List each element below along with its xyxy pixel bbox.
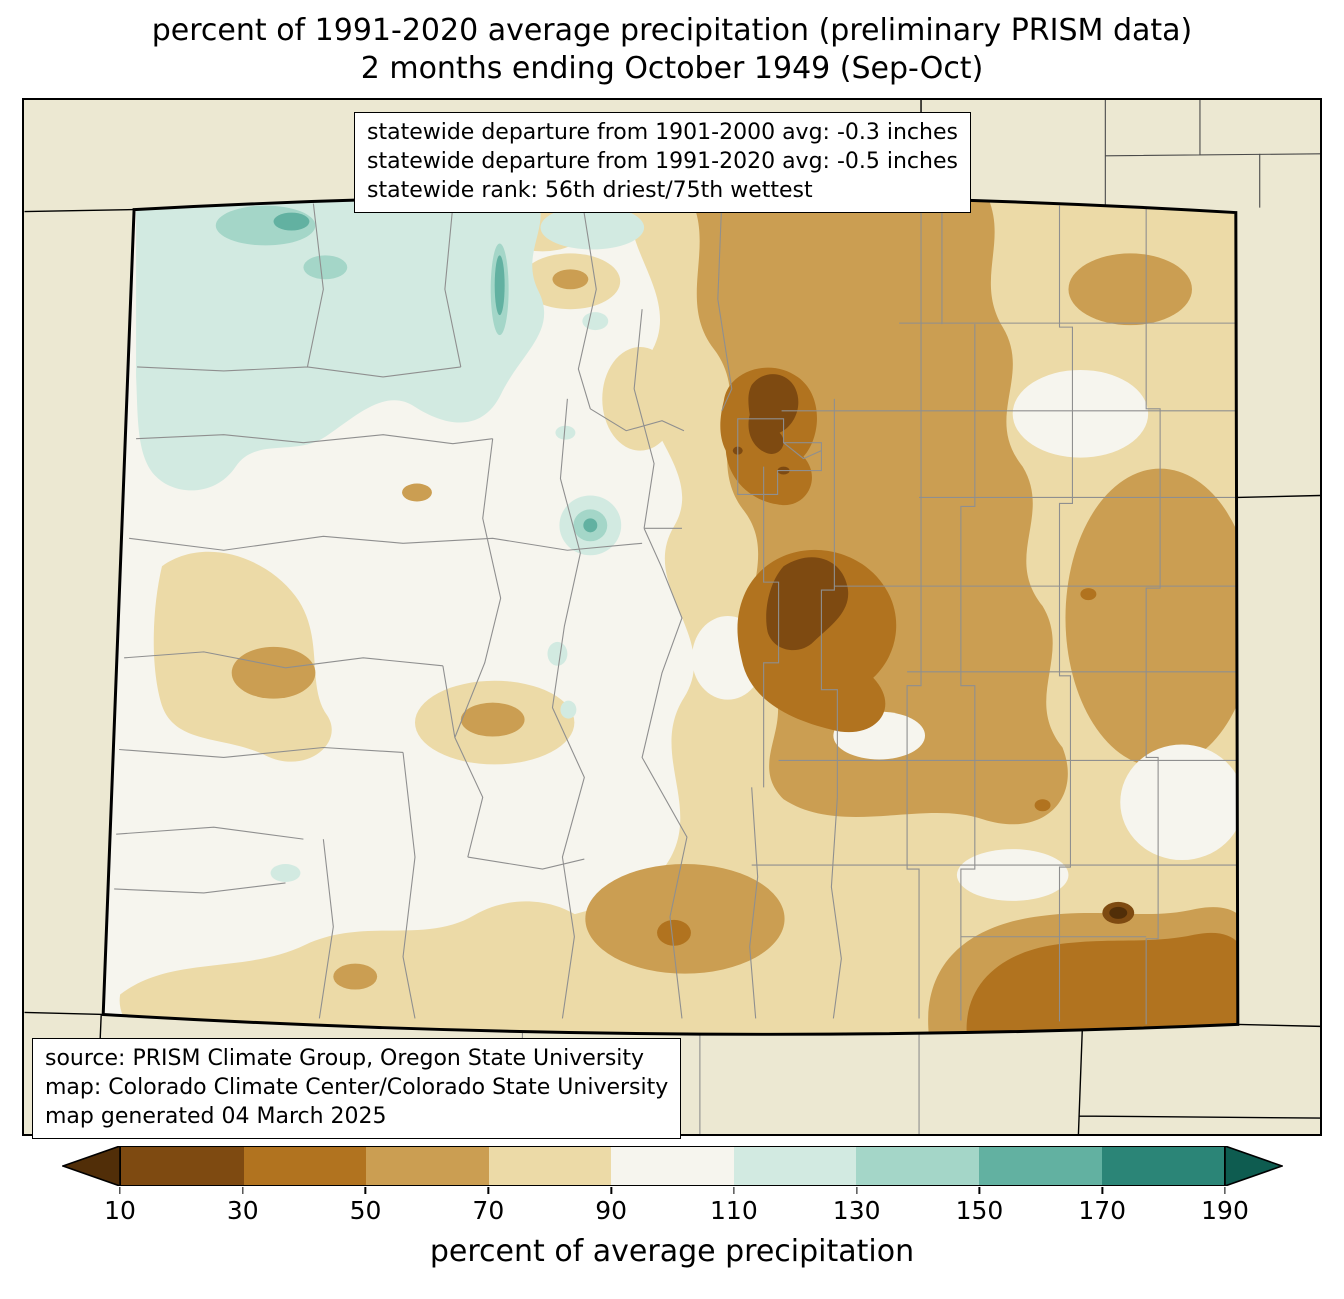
stats-line-2: statewide departure from 1991-2020 avg: … (367, 149, 958, 175)
colorbar-segment (243, 1147, 367, 1185)
colorbar-tick-label: 30 (227, 1186, 259, 1225)
county-boundaries (114, 195, 1238, 1025)
colorbar-segment (1101, 1147, 1225, 1185)
colorbar-over-arrow (1225, 1146, 1283, 1186)
source-line-1: source: PRISM Climate Group, Oregon Stat… (45, 1046, 645, 1071)
precipitation-fill-layers (103, 195, 1238, 1035)
colorbar-segment (366, 1147, 489, 1185)
statewide-stats-box: statewide departure from 1901-2000 avg: … (354, 112, 971, 214)
band-90-110-patches (691, 369, 1238, 901)
title-line-2: 2 months ending October 1949 (Sep-Oct) (360, 51, 984, 87)
colorbar-segment (733, 1147, 857, 1185)
colorbar-segment (611, 1147, 734, 1185)
colorbar-tick-label: 50 (350, 1186, 382, 1225)
colorbar-under-arrow (62, 1146, 120, 1186)
source-attribution-box: source: PRISM Climate Group, Oregon Stat… (32, 1038, 682, 1140)
colorbar-segment (978, 1147, 1102, 1185)
colorbar: 10 30 50 70 90 110 130 150 170 190 percent of ave… (0, 1146, 1344, 1296)
figure-title: percent of 1991-2020 average precipitati… (0, 12, 1344, 89)
source-line-2: map: Colorado Climate Center/Colorado St… (45, 1075, 669, 1101)
band-above-110 (136, 195, 645, 882)
stats-line-1: statewide departure from 1901-2000 avg: … (367, 120, 958, 145)
stats-line-3: statewide rank: 56th driest/75th wettest (367, 178, 813, 204)
colorbar-tick-label: 170 (1078, 1186, 1126, 1225)
colorbar-segment (488, 1147, 612, 1185)
colorbar-tick-label: 10 (104, 1186, 136, 1225)
colorbar-tick-label: 90 (595, 1186, 627, 1225)
colorbar-segment (856, 1147, 979, 1185)
colorbar-axis-label: percent of average precipitation (429, 1234, 915, 1269)
colorado-precipitation-map (24, 100, 1320, 1134)
colorbar-tick-label: 150 (956, 1186, 1004, 1225)
band-10-30 (732, 374, 1135, 924)
colorbar-tick-label: 190 (1201, 1186, 1249, 1225)
colorbar-tick-label: 130 (833, 1186, 881, 1225)
colorbar-segment (121, 1147, 244, 1185)
colorbar-tick-label: 70 (472, 1186, 504, 1225)
source-line-3: map generated 04 March 2025 (45, 1104, 387, 1130)
colorbar-ticks: 10 30 50 70 90 110 130 150 170 190 (104, 1186, 1249, 1232)
colorbar-strip (120, 1146, 1225, 1186)
colorbar-tick-label: 110 (710, 1186, 758, 1225)
map-frame: statewide departure from 1901-2000 avg: … (22, 98, 1322, 1140)
title-line-1: percent of 1991-2020 average precipitati… (151, 13, 1193, 48)
